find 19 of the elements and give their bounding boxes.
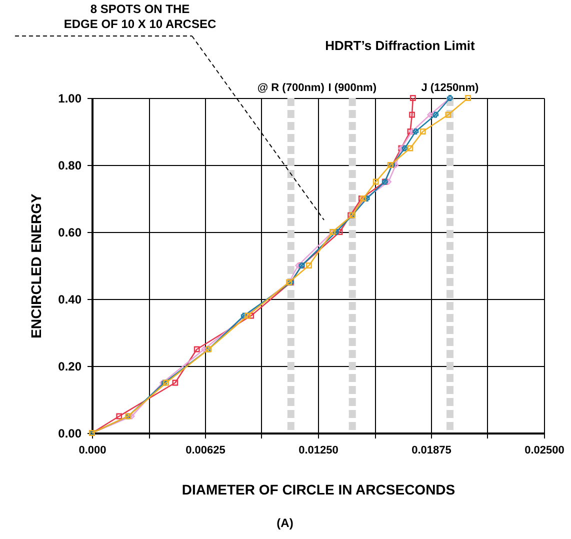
text: HDRT’s Diffraction Limit: [325, 38, 476, 53]
x-axis-title: DIAMETER OF CIRCLE IN ARCSECONDS: [182, 482, 456, 498]
y-tick-label: 0.60: [58, 226, 82, 240]
ref-line-label: @ R (700nm): [257, 82, 325, 94]
x-tick-label: 0.02500: [524, 444, 564, 456]
y-tick-label: 0.20: [58, 360, 82, 374]
y-tick-label: 0.80: [58, 158, 82, 172]
x-tick-label: 0.00625: [186, 444, 226, 456]
y-tick-label: 0.40: [58, 292, 82, 306]
y-tick-label: 0.00: [58, 426, 82, 440]
ref-line-label: J (1250nm): [421, 82, 480, 94]
text: 8 SPOTS ON THE EDGE OF 10 X 10 ARCSEC: [64, 2, 216, 31]
x-tick-label: 0.01875: [412, 444, 452, 456]
ref-line-label: I (900nm): [328, 82, 377, 94]
x-tick-label: 0.01250: [298, 444, 338, 456]
y-tick-label: 1.00: [58, 92, 82, 106]
x-tick-label: 0.000: [78, 444, 106, 456]
text: (A): [276, 516, 294, 530]
y-axis-title: ENCIRCLED ENERGY: [28, 193, 44, 338]
